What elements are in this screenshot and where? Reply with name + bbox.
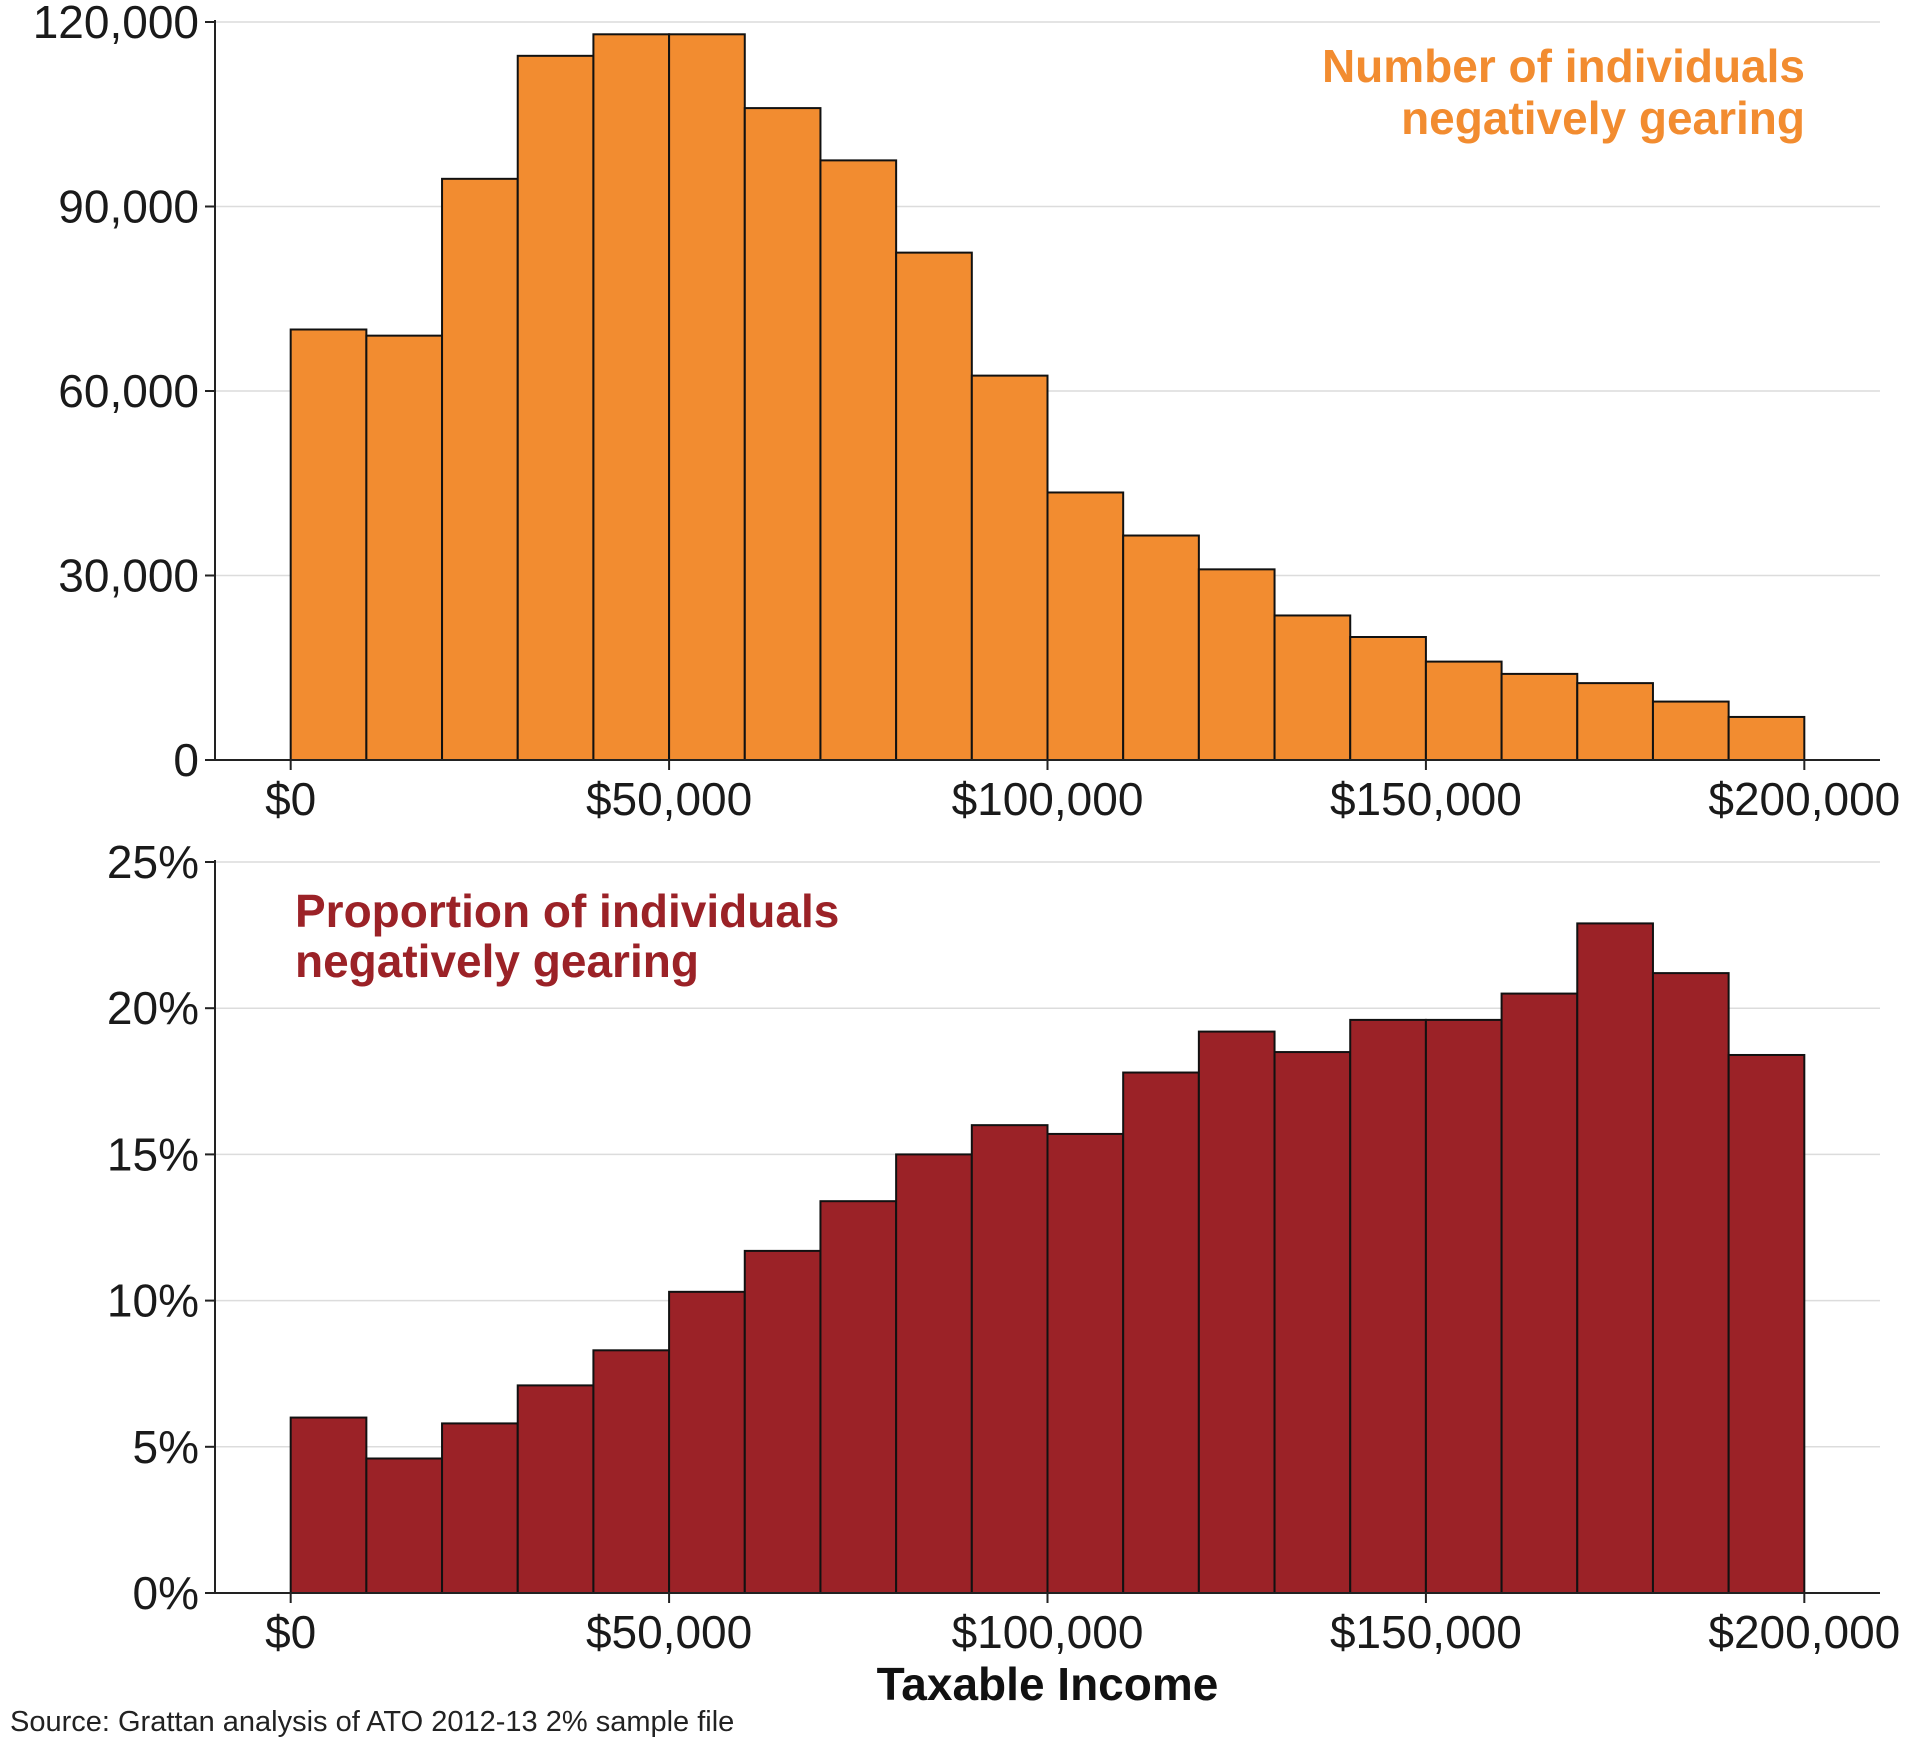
bar (441, 1422, 519, 1594)
bar (895, 1153, 973, 1595)
x-tick-label: $100,000 (952, 1606, 1144, 1658)
bar (1424, 660, 1503, 761)
y-tick-label: 120,000 (33, 0, 199, 48)
top-panel-number-chart: 0 30,000 60,000 90,000 120,000 $0 $50,000 $100,… (33, 0, 1901, 825)
x-tick-label: $50,000 (586, 773, 752, 825)
chart-title-line: negatively gearing (1401, 92, 1805, 144)
bar (1727, 715, 1806, 762)
bar (516, 1384, 595, 1594)
chart-title-line: Number of individuals (1322, 40, 1805, 92)
bar (289, 1416, 368, 1595)
bar (516, 54, 595, 761)
bar (1424, 1018, 1503, 1594)
y-tick-label: 25% (107, 836, 199, 888)
y-tick-label: 0 (173, 734, 199, 786)
bar (970, 374, 1049, 761)
bar (1273, 614, 1352, 761)
x-tick-label: $150,000 (1330, 1606, 1522, 1658)
bar (1349, 1018, 1427, 1594)
bar (668, 33, 746, 762)
bar (1122, 534, 1200, 762)
bar (1349, 636, 1427, 761)
bar (1651, 700, 1730, 762)
y-tick-label: 0% (133, 1567, 199, 1619)
bar (1576, 682, 1654, 761)
bar (592, 1349, 671, 1594)
bar (1046, 1132, 1125, 1594)
bar (592, 33, 671, 762)
bar (1122, 1071, 1200, 1594)
bar (1500, 672, 1579, 762)
y-tick-label: 5% (133, 1421, 199, 1473)
bottom-panel-proportion-chart: 0% 5% 10% 15% 20% 25% $0 $50,000 $100,000 $150,00… (107, 836, 1900, 1710)
bar (1197, 568, 1276, 761)
x-tick-label: $50,000 (586, 1606, 752, 1658)
bar (743, 1249, 822, 1594)
source-note: Source: Grattan analysis of ATO 2012-13 … (10, 1706, 735, 1738)
y-tick-label: 90,000 (58, 181, 199, 233)
x-axis-title: Taxable Income (877, 1658, 1219, 1710)
x-tick-label: $0 (265, 773, 316, 825)
bar (895, 251, 973, 761)
y-tick-label: 15% (107, 1128, 199, 1180)
bar (1500, 992, 1579, 1594)
bar (1576, 922, 1654, 1594)
bar (819, 1200, 898, 1594)
y-tick-label: 20% (107, 982, 199, 1034)
bar (1197, 1030, 1276, 1595)
bar (1727, 1053, 1806, 1594)
y-tick-label: 60,000 (58, 365, 199, 417)
bar (365, 334, 444, 761)
bar (365, 1457, 444, 1594)
bar (441, 177, 519, 761)
x-tick-label: $150,000 (1330, 773, 1522, 825)
chart-title-line: Proportion of individuals (295, 885, 839, 937)
x-tick-label: $0 (265, 1606, 316, 1658)
y-tick-label: 10% (107, 1275, 199, 1327)
bar (289, 328, 368, 761)
x-tick-label: $200,000 (1708, 773, 1900, 825)
bar (1651, 972, 1730, 1594)
x-tick-label: $200,000 (1708, 1606, 1900, 1658)
y-tick-label: 30,000 (58, 550, 199, 602)
bar (1273, 1051, 1352, 1595)
bar (743, 107, 822, 762)
bar (970, 1124, 1049, 1595)
bar (819, 159, 898, 761)
x-tick-label: $100,000 (952, 773, 1144, 825)
chart-title-line: negatively gearing (295, 935, 699, 987)
bar (668, 1290, 746, 1594)
bar (1046, 491, 1125, 761)
